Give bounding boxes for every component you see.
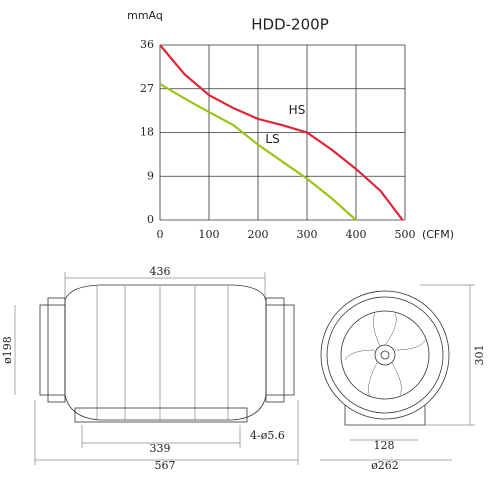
- x-tick-label: 100: [199, 228, 220, 241]
- dimension-label: ø262: [371, 459, 399, 472]
- x-tick-label: 400: [346, 228, 367, 241]
- y-tick-label: 36: [140, 38, 154, 51]
- side-view: 436 ø198 339 4-ø5.6 567: [1, 265, 299, 472]
- dimension-label: 128: [374, 439, 395, 452]
- dimension-label: 301: [473, 345, 486, 366]
- series-label: LS: [265, 132, 279, 146]
- dimension-label: ø198: [1, 336, 14, 364]
- series-label: HS: [289, 103, 306, 117]
- x-tick-label: 200: [248, 228, 269, 241]
- x-axis-label: (CFM): [422, 228, 454, 241]
- plot: 0 9 18 27 36 0 100 200 300 400 500 HS LS: [140, 38, 416, 241]
- y-tick-label: 0: [147, 213, 154, 226]
- line: [159, 82, 357, 221]
- dimension-label: 567: [155, 459, 176, 472]
- x-tick-label: 300: [297, 228, 318, 241]
- y-tick-label: 27: [140, 82, 154, 95]
- y-tick-label: 9: [147, 169, 154, 182]
- y-tick-label: 18: [140, 126, 154, 139]
- dimension-label: 4-ø5.6: [250, 429, 285, 442]
- dimension-label: 436: [150, 265, 171, 278]
- line: [159, 44, 404, 221]
- x-tick-label: 0: [157, 228, 164, 241]
- x-tick-label: 500: [395, 228, 416, 241]
- front-view: ø262 128 301: [320, 284, 486, 472]
- y-axis-label: mmAq: [127, 9, 163, 22]
- chart-title: HDD-200P: [251, 16, 328, 34]
- dimension-label: 339: [150, 442, 171, 455]
